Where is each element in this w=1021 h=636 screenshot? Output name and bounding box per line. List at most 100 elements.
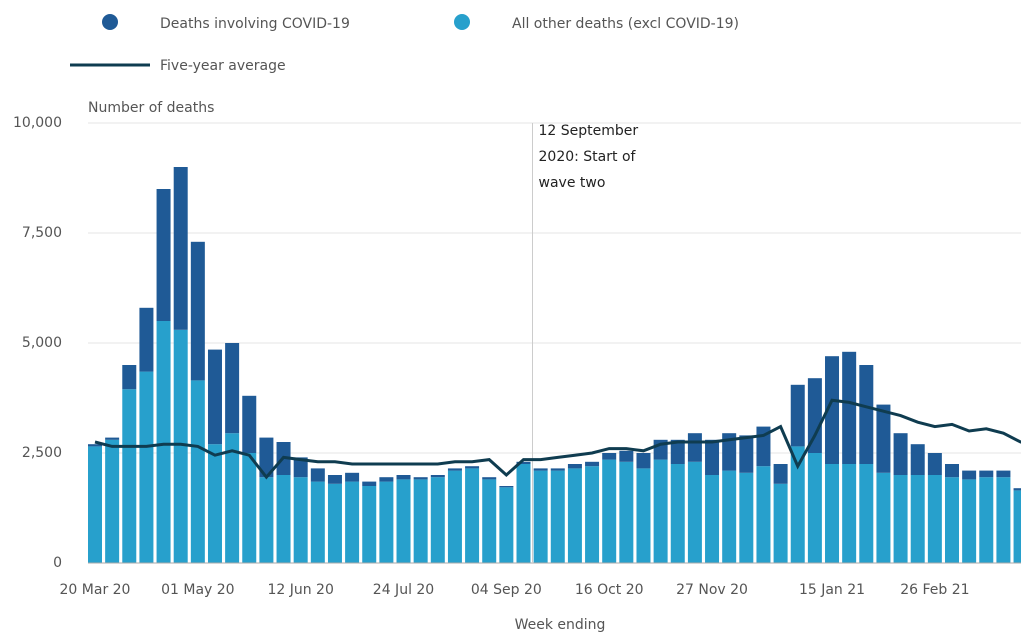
bar-segment	[482, 479, 497, 563]
bar-segment	[567, 464, 582, 469]
bar-segment	[499, 486, 514, 488]
bar-segment	[310, 481, 325, 563]
bar-segment	[705, 439, 720, 475]
bar-segment	[859, 365, 874, 464]
bar-segment	[122, 365, 137, 390]
bar-segment	[619, 461, 634, 563]
bar-segment	[550, 468, 565, 471]
bar-segment	[945, 477, 959, 563]
bar-segment	[259, 477, 274, 563]
y-tick-label: 5,000	[22, 335, 62, 351]
bar-segment	[756, 466, 771, 563]
annotation: 2020: Start of	[539, 149, 637, 165]
bar-segment	[533, 470, 548, 563]
bar-segment	[790, 446, 805, 563]
bar-segment	[293, 477, 308, 563]
bar-segment	[173, 167, 188, 330]
bar-segment	[259, 437, 274, 478]
bar-segment	[825, 356, 840, 464]
bar-segment	[670, 439, 685, 464]
bar-segment	[499, 487, 514, 563]
bar-segment	[996, 470, 1011, 478]
bar-segment	[790, 384, 805, 447]
y-tick-label: 0	[53, 555, 62, 571]
bar-segment	[842, 351, 857, 464]
bar-segment	[276, 475, 291, 563]
bar-segment	[979, 477, 994, 563]
bar-segment	[893, 433, 908, 475]
bar-segment	[739, 435, 754, 473]
bar-segment	[225, 343, 240, 434]
y-tick-label: 10,000	[13, 115, 62, 131]
bar-segment	[533, 468, 548, 471]
bar-segment	[465, 466, 480, 469]
bar-segment	[310, 468, 325, 482]
bar-segment	[447, 470, 462, 563]
y-tick-label: 2,500	[22, 445, 62, 461]
x-tick-label: 15 Jan 21	[799, 582, 865, 598]
bar-segment	[430, 477, 445, 563]
bar-segment	[585, 461, 600, 467]
bar-segment	[379, 481, 394, 563]
bar-segment	[910, 475, 925, 563]
annotation: 12 September	[539, 123, 639, 139]
bar-segment	[567, 468, 582, 563]
bar-segment	[722, 470, 737, 563]
bar-segment	[687, 461, 702, 563]
bar-segment	[88, 446, 102, 563]
bar-segment	[825, 464, 840, 563]
bar-segment	[327, 475, 342, 484]
bar-segment	[910, 444, 925, 475]
bar-segment	[619, 450, 634, 462]
bar-segment	[242, 453, 257, 563]
bar-segment	[516, 461, 531, 464]
bar-segment	[773, 464, 788, 484]
bar-segment	[722, 433, 737, 471]
legend-swatch	[102, 14, 118, 30]
bar-segment	[190, 380, 205, 563]
bar-segment	[670, 464, 685, 563]
bar-segment	[88, 444, 102, 447]
bar-segment	[327, 483, 342, 563]
legend-swatch	[454, 14, 470, 30]
bar-segment	[653, 459, 668, 563]
bar-segment	[842, 464, 857, 563]
x-tick-label: 16 Oct 20	[575, 582, 644, 598]
x-tick-label: 20 Mar 20	[60, 582, 131, 598]
bar-segment	[173, 329, 188, 563]
legend-label: Deaths involving COVID-19	[160, 16, 350, 32]
bar-segment	[739, 472, 754, 563]
x-tick-label: 27 Nov 20	[676, 582, 748, 598]
bar-segment	[362, 481, 377, 486]
bar-segment	[927, 453, 942, 475]
x-tick-label: 24 Jul 20	[373, 582, 434, 598]
bar-segment	[413, 477, 428, 480]
bar-segment	[190, 241, 205, 381]
bar-segment	[962, 470, 977, 480]
bar-segment	[893, 475, 908, 563]
bar-segment	[585, 466, 600, 563]
y-tick-label: 7,500	[22, 225, 62, 241]
bar-segment	[482, 477, 497, 480]
y-axis-label: Number of deaths	[88, 100, 214, 116]
bar-segment	[225, 433, 240, 563]
x-tick-label: 04 Sep 20	[471, 582, 542, 598]
bar-segment	[105, 437, 120, 440]
bar-segment	[962, 479, 977, 563]
legend-label: All other deaths (excl COVID-19)	[512, 16, 739, 32]
bar-segment	[447, 468, 462, 471]
bar-segment	[105, 439, 120, 563]
bar-segment	[207, 444, 222, 563]
annotation: wave two	[539, 175, 606, 191]
average-line	[94, 398, 1021, 480]
bar-segment	[636, 453, 651, 469]
bar-segment	[636, 468, 651, 563]
x-tick-label: 01 May 20	[161, 582, 234, 598]
bar-segment	[396, 475, 411, 480]
bar-segment	[927, 475, 942, 563]
bar-segment	[139, 307, 154, 372]
bar-segment	[687, 433, 702, 462]
bar-segment	[1013, 488, 1021, 491]
legend-label: Five-year average	[160, 58, 286, 74]
